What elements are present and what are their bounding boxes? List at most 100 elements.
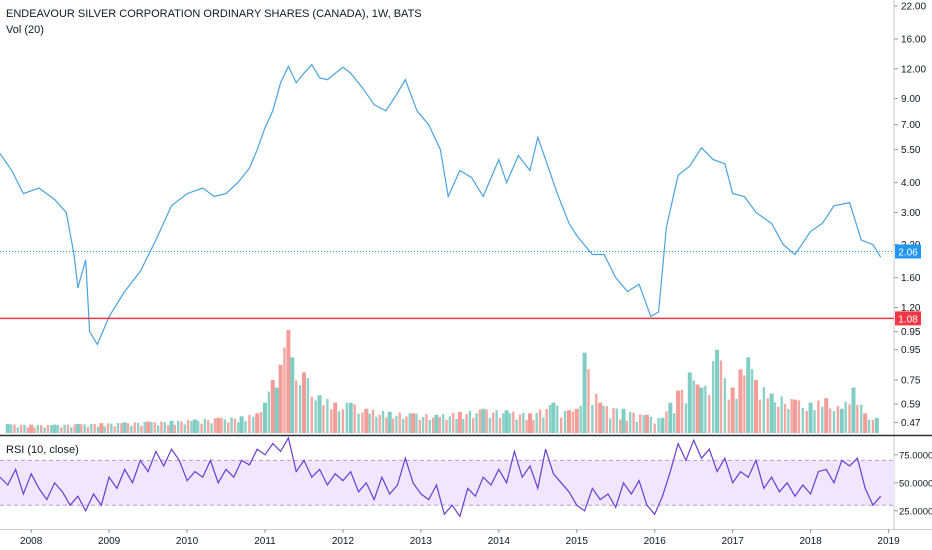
volume-bar [196, 420, 200, 433]
volume-bar [817, 400, 820, 433]
volume-bar [36, 425, 40, 433]
volume-bar [632, 412, 635, 433]
volume-bar [777, 406, 780, 433]
volume-bar [559, 417, 563, 433]
volume-bar [203, 418, 207, 433]
volume-bar [46, 425, 50, 433]
price-tick-label: 1.20 [901, 303, 921, 314]
volume-bar [481, 408, 486, 433]
price-tick-label: 9.00 [901, 94, 921, 105]
volume-bar [381, 410, 385, 433]
volume-bar [457, 411, 462, 433]
volume-bar [472, 417, 475, 433]
volume-bar [769, 393, 774, 433]
volume-bar [684, 403, 688, 433]
volume-bar [715, 349, 720, 433]
volume-bar [692, 380, 695, 433]
volume-bar [176, 420, 180, 433]
volume-bar [210, 423, 213, 433]
volume-bar [411, 413, 416, 433]
volume-bar [522, 412, 525, 433]
volume-bar [618, 419, 622, 433]
volume-bar [60, 427, 63, 433]
volume-bar [528, 413, 533, 433]
volume-bar [395, 415, 398, 433]
volume-bar [80, 424, 83, 433]
volume-bar [166, 425, 170, 433]
x-tick-label: 2014 [488, 536, 511, 547]
price-tick-label: 3.00 [901, 208, 921, 219]
volume-bar [587, 369, 590, 433]
volume-bar [63, 424, 66, 433]
volume-bar [286, 330, 291, 433]
volume-bar [150, 421, 153, 433]
volume-bar [773, 402, 777, 433]
volume-bar [153, 422, 156, 433]
volume-bar [836, 406, 840, 433]
x-tick-label: 2013 [410, 536, 433, 547]
volume-bar [200, 423, 203, 433]
volume-bar [780, 396, 783, 433]
volume-bar [451, 412, 455, 433]
volume-bar [317, 395, 322, 433]
volume-bar [133, 422, 136, 433]
volume-bar [844, 401, 847, 433]
volume-bar [518, 414, 522, 433]
x-tick-label: 2018 [799, 536, 822, 547]
volume-bar [525, 420, 528, 433]
volume-bar [278, 364, 283, 433]
volume-bar [348, 402, 353, 433]
volume-bar [252, 416, 255, 433]
volume-bar [378, 414, 381, 433]
volume-bar [856, 404, 859, 433]
volume-bar [140, 425, 143, 433]
volume-bar [813, 410, 816, 433]
current-price-label: 2.06 [898, 247, 918, 258]
volume-bar [294, 380, 298, 433]
volume-bar [122, 422, 127, 433]
volume-bar [548, 404, 552, 433]
volume-bar [146, 421, 151, 433]
price-tick-label: 12.00 [901, 64, 926, 75]
volume-bar [839, 408, 844, 433]
rsi-tick-label: 25.0000 [899, 506, 932, 517]
volume-bar [579, 405, 582, 433]
volume-bar [33, 427, 36, 433]
volume-bar [50, 425, 53, 433]
volume-bar [639, 414, 642, 433]
volume-bar [793, 399, 798, 433]
volume-bar [735, 398, 738, 433]
volume-bar [680, 389, 684, 433]
volume-bar [9, 424, 13, 433]
volume-bar [434, 414, 439, 433]
volume-bar [574, 408, 579, 433]
volume-bar [70, 427, 73, 433]
volume-bar [874, 417, 879, 433]
volume-bar [345, 402, 349, 433]
volume-bar [5, 423, 10, 433]
volume-bar [438, 417, 442, 433]
volume-bar [106, 423, 110, 433]
volume-bar [274, 387, 279, 433]
volume-bar [337, 411, 341, 433]
volume-bar [322, 405, 325, 433]
volume-bar [787, 408, 790, 433]
volume-bar [598, 402, 603, 433]
volume-bar [99, 423, 104, 433]
volume-bar [582, 352, 587, 433]
volume-bar [824, 398, 829, 433]
volume-bar [704, 385, 707, 433]
volume-bar [283, 347, 286, 433]
volume-bar [542, 417, 545, 433]
volume-bar [113, 426, 116, 433]
volume-bar [673, 413, 676, 433]
volume-bar [306, 378, 310, 433]
volume-bar [805, 411, 808, 433]
volume-bar [13, 424, 16, 433]
volume-bar [183, 424, 187, 433]
volume-bar [66, 424, 70, 433]
volume-bar [73, 424, 76, 433]
volume-bar [508, 413, 512, 433]
volume-bar [711, 361, 715, 433]
